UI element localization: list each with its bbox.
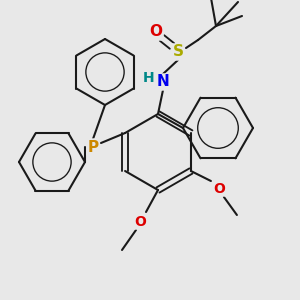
Text: N: N (157, 74, 169, 89)
Text: S: S (172, 44, 184, 59)
Text: H: H (143, 71, 155, 85)
Text: O: O (213, 182, 225, 196)
Text: O: O (149, 25, 163, 40)
Text: O: O (134, 215, 146, 229)
Text: P: P (87, 140, 99, 154)
